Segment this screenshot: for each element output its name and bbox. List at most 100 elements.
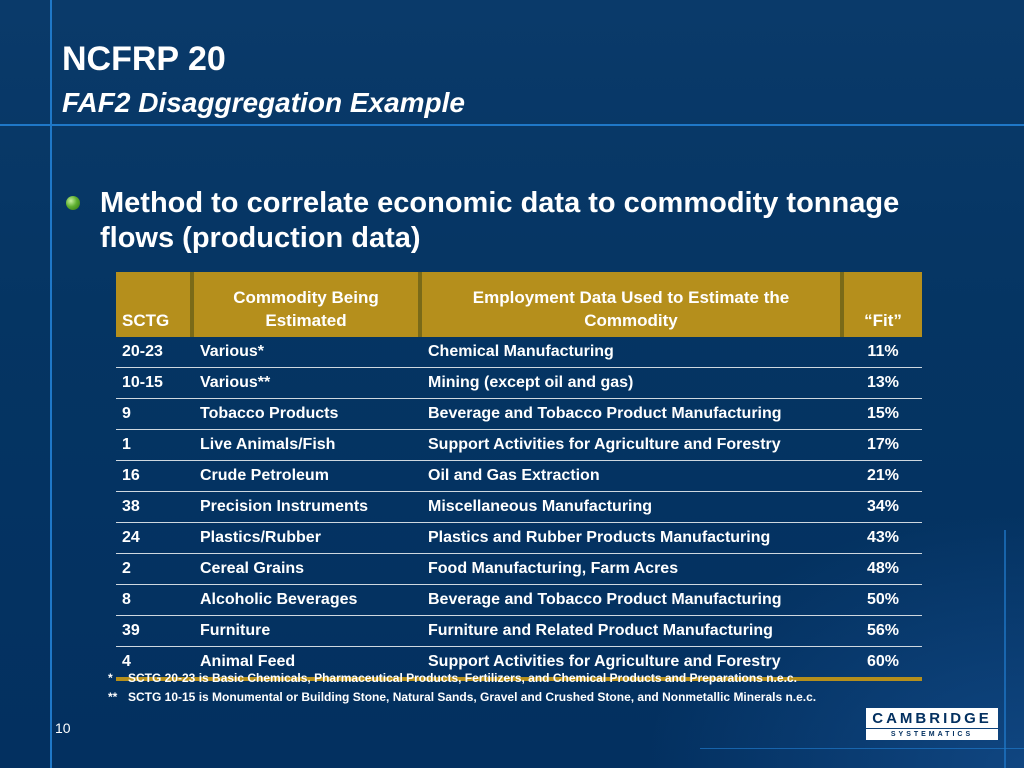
table-row: 16 Crude Petroleum Oil and Gas Extraction 2… — [116, 460, 922, 492]
footnote-1: * SCTG 20-23 is Basic Chemicals, Pharmace… — [108, 670, 797, 686]
cell-fit: 60% — [844, 646, 922, 681]
cell-gap — [840, 584, 844, 616]
cell-gap — [190, 337, 194, 368]
cell-gap — [418, 491, 422, 523]
cell-gap — [190, 646, 194, 681]
cell-gap — [840, 460, 844, 492]
cell-fit: 56% — [844, 615, 922, 647]
company-logo: CAMBRIDGE SYSTEMATICS — [866, 708, 998, 740]
cell-commodity: Precision Instruments — [194, 491, 418, 523]
cell-gap — [418, 367, 422, 399]
cell-fit: 50% — [844, 584, 922, 616]
cell-commodity: Crude Petroleum — [194, 460, 418, 492]
cell-gap — [418, 522, 422, 554]
cell-gap — [840, 553, 844, 585]
footnote-mark: * — [108, 671, 113, 685]
accent-right-line — [1004, 530, 1006, 768]
header-fit: “Fit” — [844, 272, 922, 337]
cell-fit: 21% — [844, 460, 922, 492]
cell-employment: Oil and Gas Extraction — [422, 460, 840, 492]
cell-gap — [418, 553, 422, 585]
cell-sctg: 38 — [116, 491, 190, 523]
cell-employment: Miscellaneous Manufacturing — [422, 491, 840, 523]
slide-title: NCFRP 20 — [62, 40, 226, 78]
table-row: 8 Alcoholic Beverages Beverage and Tobacco… — [116, 584, 922, 616]
table-row: 24 Plastics/Rubber Plastics and Rubber Pro… — [116, 522, 922, 554]
cell-gap — [840, 429, 844, 461]
cell-sctg: 4 — [116, 646, 190, 681]
table-row: 38 Precision Instruments Miscellaneous Man… — [116, 491, 922, 523]
header-divider — [190, 272, 194, 337]
cell-sctg: 24 — [116, 522, 190, 554]
table-row: 10-15 Various** Mining (except oil and gas… — [116, 367, 922, 399]
table-body: 20-23 Various* Chemical Manufacturing 11% 10… — [116, 337, 922, 681]
cell-gap — [840, 367, 844, 399]
cell-gap — [840, 522, 844, 554]
cell-employment: Furniture and Related Product Manufactur… — [422, 615, 840, 647]
cell-commodity: Plastics/Rubber — [194, 522, 418, 554]
logo-subtitle: SYSTEMATICS — [866, 729, 998, 740]
commodity-table: SCTG Commodity Being Estimated Employmen… — [116, 272, 922, 681]
cell-sctg: 8 — [116, 584, 190, 616]
cell-gap — [418, 460, 422, 492]
bullet-text: Method to correlate economic data to com… — [100, 187, 900, 254]
cell-gap — [190, 398, 194, 430]
cell-gap — [418, 337, 422, 368]
cell-commodity: Cereal Grains — [194, 553, 418, 585]
footnote-mark: ** — [108, 690, 118, 704]
header-employment: Employment Data Used to Estimate the Com… — [422, 272, 840, 337]
cell-fit: 17% — [844, 429, 922, 461]
table-header-row: SCTG Commodity Being Estimated Employmen… — [116, 272, 922, 337]
cell-gap — [840, 615, 844, 647]
footnote-text: SCTG 20-23 is Basic Chemicals, Pharmaceu… — [128, 671, 797, 685]
cell-gap — [190, 615, 194, 647]
accent-vertical-line — [50, 0, 52, 768]
table-row: 39 Furniture Furniture and Related Product… — [116, 615, 922, 647]
cell-sctg: 39 — [116, 615, 190, 647]
header-sctg: SCTG — [116, 272, 190, 337]
cell-sctg: 9 — [116, 398, 190, 430]
cell-employment: Beverage and Tobacco Product Manufacturi… — [422, 398, 840, 430]
cell-gap — [190, 491, 194, 523]
bullet-icon — [66, 196, 80, 210]
header-divider — [418, 272, 422, 337]
cell-employment: Beverage and Tobacco Product Manufacturi… — [422, 584, 840, 616]
table-row: 1 Live Animals/Fish Support Activities for… — [116, 429, 922, 461]
cell-fit: 34% — [844, 491, 922, 523]
cell-gap — [840, 398, 844, 430]
cell-gap — [840, 646, 844, 681]
cell-gap — [190, 522, 194, 554]
cell-employment: Chemical Manufacturing — [422, 337, 840, 368]
cell-commodity: Various* — [194, 337, 418, 368]
cell-gap — [418, 615, 422, 647]
cell-employment: Mining (except oil and gas) — [422, 367, 840, 399]
footnote-text: SCTG 10-15 is Monumental or Building Sto… — [128, 690, 817, 704]
cell-gap — [418, 398, 422, 430]
cell-fit: 11% — [844, 337, 922, 368]
cell-fit: 43% — [844, 522, 922, 554]
cell-commodity: Animal Feed — [194, 646, 418, 681]
cell-commodity: Live Animals/Fish — [194, 429, 418, 461]
cell-gap — [190, 553, 194, 585]
cell-sctg: 20-23 — [116, 337, 190, 368]
table-row: 4 Animal Feed Support Activities for Agric… — [116, 646, 922, 681]
cell-gap — [190, 367, 194, 399]
cell-fit: 13% — [844, 367, 922, 399]
cell-sctg: 16 — [116, 460, 190, 492]
cell-gap — [190, 429, 194, 461]
cell-employment: Support Activities for Agriculture and F… — [422, 429, 840, 461]
cell-sctg: 1 — [116, 429, 190, 461]
cell-gap — [418, 584, 422, 616]
table-row: 20-23 Various* Chemical Manufacturing 11% — [116, 337, 922, 368]
header-commodity: Commodity Being Estimated — [194, 272, 418, 337]
cell-gap — [840, 491, 844, 523]
cell-commodity: Furniture — [194, 615, 418, 647]
cell-fit: 48% — [844, 553, 922, 585]
logo-name: CAMBRIDGE — [866, 708, 998, 728]
cell-commodity: Various** — [194, 367, 418, 399]
cell-gap — [418, 646, 422, 681]
cell-commodity: Alcoholic Beverages — [194, 584, 418, 616]
footnote-2: ** SCTG 10-15 is Monumental or Building S… — [108, 689, 816, 705]
cell-commodity: Tobacco Products — [194, 398, 418, 430]
accent-horizontal-line — [0, 124, 1024, 126]
